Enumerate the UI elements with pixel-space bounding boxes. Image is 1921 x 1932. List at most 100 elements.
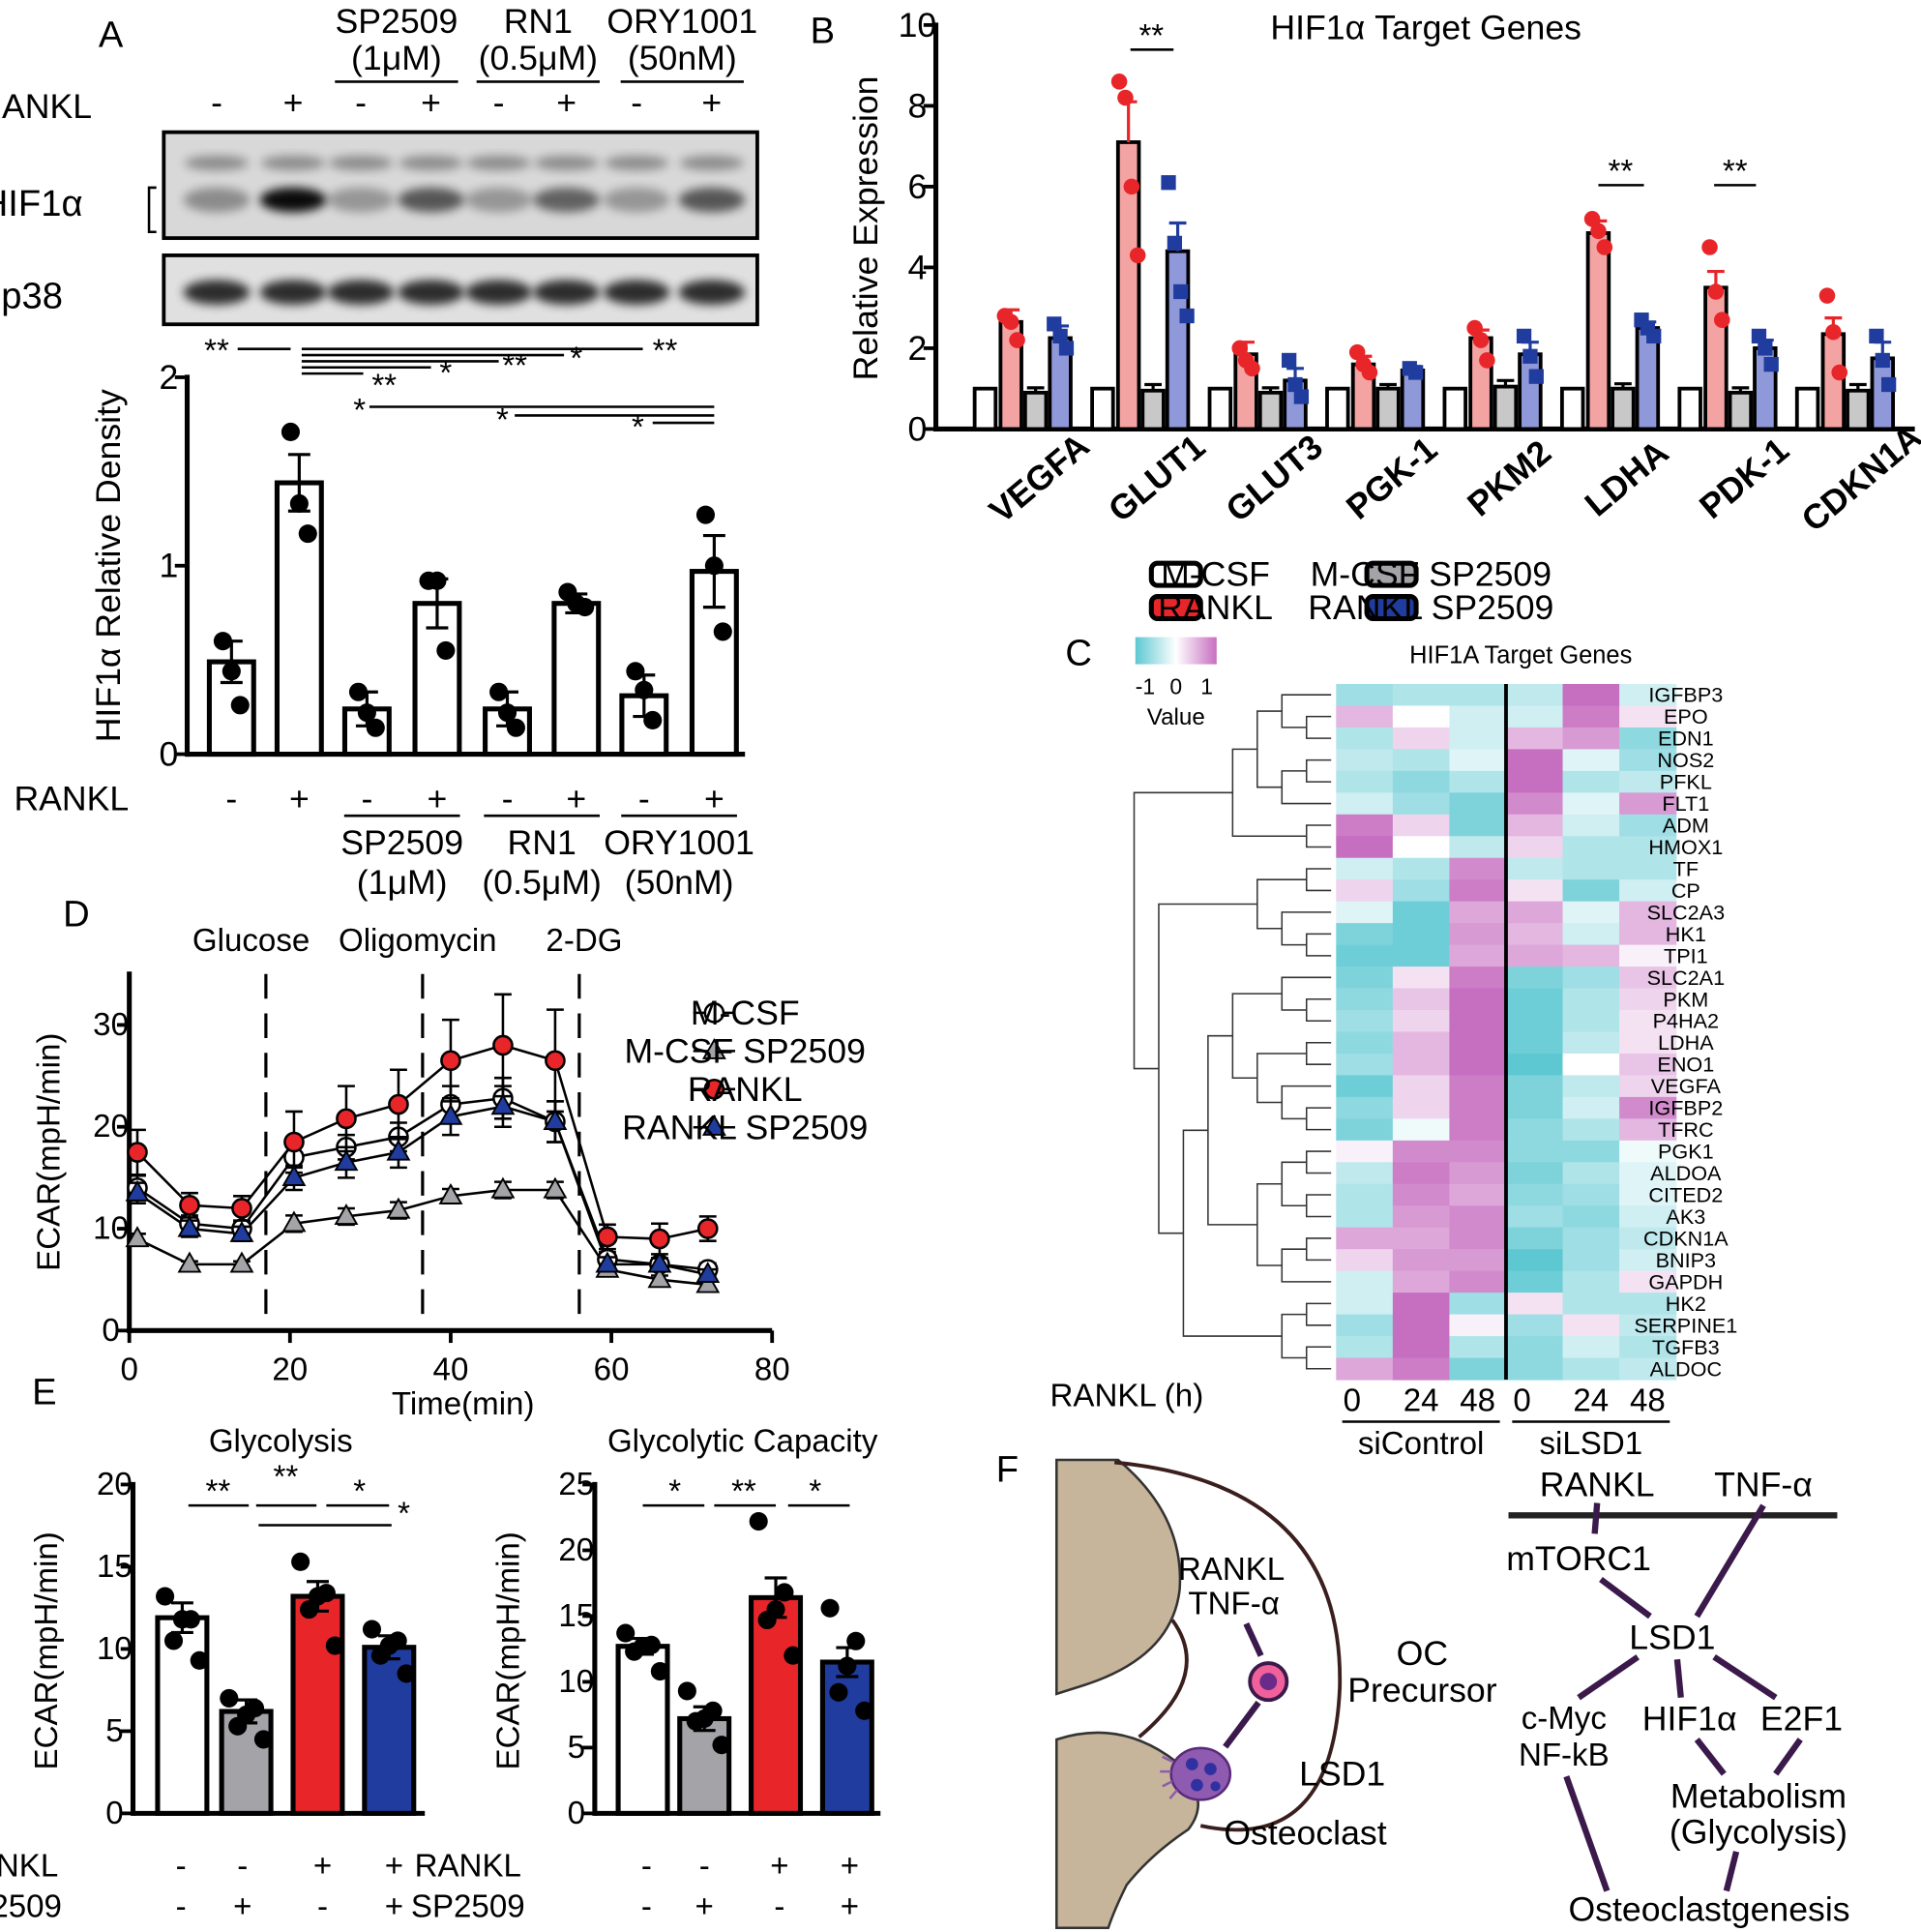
significance: ** — [205, 1474, 230, 1510]
data-point — [213, 632, 232, 651]
group-dose: (50nM) — [625, 863, 734, 902]
blot-band — [534, 155, 599, 171]
significance: * — [668, 1474, 681, 1510]
marker — [336, 1108, 357, 1130]
blot-band — [679, 155, 744, 171]
heatmap-cell — [1505, 1205, 1564, 1229]
blot-sign: + — [556, 83, 576, 122]
heatmap-cell — [1505, 1118, 1564, 1142]
heatmap-cell — [1336, 1118, 1394, 1142]
marker — [334, 1149, 359, 1172]
diagram-art — [1055, 1458, 1838, 1930]
data-point — [156, 1587, 175, 1606]
group-label: SP2509 — [340, 823, 463, 862]
heatmap-cell — [1392, 857, 1451, 880]
row-label: ALDOA — [1650, 1161, 1722, 1185]
heatmap-cell — [1392, 1357, 1451, 1381]
dendrogram — [1305, 1150, 1332, 1174]
blot-band — [465, 280, 532, 305]
heatmap-cell — [1505, 1227, 1564, 1250]
x-tick-label: PGK-1 — [1339, 430, 1444, 527]
heatmap-cell — [1505, 814, 1564, 837]
heatmap-cell — [1562, 814, 1620, 837]
x-tick-label: CDKN1A — [1794, 417, 1921, 539]
data-point — [1244, 360, 1260, 377]
dendrogram — [1256, 710, 1283, 788]
row-sign: - — [317, 1889, 328, 1925]
heatmap-cell — [1505, 836, 1564, 859]
colorbar-tick-label: 1 — [1200, 674, 1213, 699]
row-label: RANKL — [14, 779, 129, 817]
heatmap-cell — [1449, 1270, 1507, 1293]
heatmap-cell — [1562, 923, 1620, 946]
data-point — [1646, 328, 1662, 344]
dendrogram — [1305, 1302, 1332, 1326]
bar — [1375, 386, 1401, 431]
dendrogram — [1305, 758, 1332, 783]
bar — [1492, 384, 1519, 431]
marker — [545, 1050, 566, 1072]
row-label: SLC2A1 — [1647, 966, 1726, 990]
row-sign: - — [638, 779, 650, 817]
blot-row-label: RANKL — [0, 87, 92, 126]
significance: ** — [731, 1474, 756, 1510]
marker — [177, 1251, 202, 1273]
dendrogram — [1231, 748, 1307, 838]
heatmap-cell — [1392, 749, 1451, 772]
heatmap-cell — [1392, 1249, 1451, 1272]
blot-band — [327, 280, 395, 305]
western-blot — [147, 130, 759, 327]
blot-sign: + — [701, 83, 722, 122]
y-tick-label: 4 — [908, 248, 928, 286]
heatmap-cell — [1505, 1053, 1564, 1077]
blot-band — [259, 280, 327, 305]
data-point — [428, 571, 447, 590]
heatmap-cell — [1336, 1183, 1394, 1206]
group-label: RN1 — [508, 823, 576, 862]
dendrogram — [1281, 1313, 1307, 1359]
y-axis-label: HIF1α Relative Density — [89, 389, 128, 742]
marker — [386, 1139, 411, 1161]
heatmap-cell — [1505, 857, 1564, 880]
blot-band — [184, 155, 250, 171]
legend-swatch — [1364, 560, 1419, 588]
column-axis-label: RANKL (h) — [1050, 1378, 1204, 1413]
heatmap-cell — [1336, 1205, 1394, 1229]
column-label: 24 — [1573, 1382, 1609, 1418]
row-label: PKM — [1663, 987, 1708, 1011]
heatmap-cell — [1562, 1053, 1620, 1077]
marker — [647, 1266, 672, 1289]
marker — [229, 1251, 254, 1273]
heatmap-cell — [1562, 1249, 1620, 1272]
heatmap-cell — [1562, 1031, 1620, 1055]
data-point — [489, 682, 509, 701]
heatmap-cell — [1336, 1314, 1394, 1337]
y-tick-label: 10 — [93, 1211, 129, 1247]
x-tick-label: GLUT3 — [1219, 428, 1330, 530]
dendrogram — [1182, 1129, 1283, 1337]
colorbar-label: Value — [1147, 704, 1205, 730]
data-point — [1479, 352, 1495, 369]
data-point — [1596, 239, 1613, 255]
data-point — [1129, 247, 1146, 264]
bar — [1585, 231, 1611, 431]
heatmap-cell — [1392, 988, 1451, 1011]
y-tick-label: 0 — [105, 1796, 123, 1831]
y-tick-label: 15 — [97, 1549, 133, 1585]
marker — [701, 1037, 726, 1059]
significance: ** — [371, 368, 397, 403]
error-bar — [1848, 382, 1867, 391]
row-label: SP2509 — [0, 1889, 62, 1925]
data-point — [1282, 352, 1297, 369]
heatmap-cell — [1392, 683, 1451, 707]
data-point — [855, 1701, 874, 1720]
heatmap-cell — [1392, 1053, 1451, 1077]
row-sign: + — [385, 1849, 403, 1885]
error-bar — [1026, 386, 1045, 393]
marker — [388, 1093, 409, 1115]
data-point — [222, 662, 241, 681]
heatmap-cell — [1505, 1096, 1564, 1119]
heatmap-cell — [1619, 923, 1677, 946]
data-point — [308, 1587, 328, 1606]
